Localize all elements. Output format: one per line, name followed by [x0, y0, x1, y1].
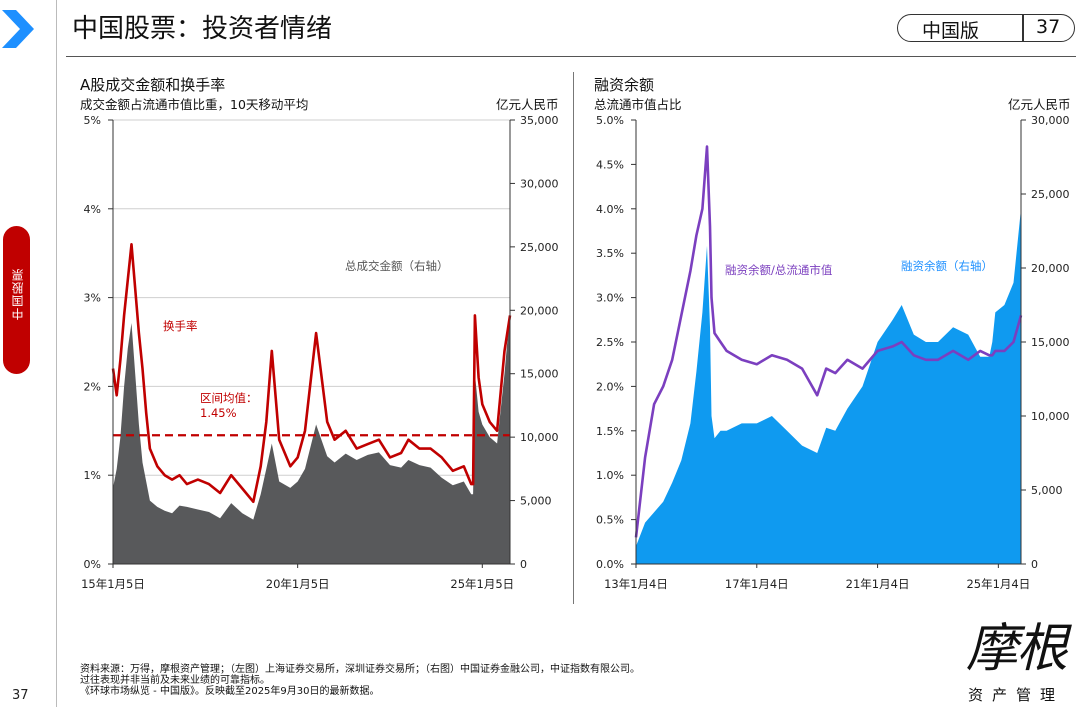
y-left-tick-label: 2.5%	[596, 336, 624, 349]
y-left-tick-label: 2.0%	[596, 380, 624, 393]
y-right-tick-label: 30,000	[520, 177, 559, 190]
y-left-tick-label: 0.5%	[596, 514, 624, 527]
y-right-tick-label: 5,000	[1031, 484, 1063, 497]
x-tick-label: 20年1月5日	[266, 577, 330, 591]
margin-balance-area	[636, 208, 1021, 565]
edition-badge-divider	[1022, 14, 1024, 42]
total-turnover-legend-label: 总成交金额（右轴）	[345, 259, 449, 273]
x-tick-label: 25年1月5日	[450, 577, 514, 591]
y-right-tick-label: 10,000	[520, 431, 559, 444]
y-right-tick-label: 20,000	[520, 304, 559, 317]
y-left-tick-label: 1.5%	[596, 425, 624, 438]
y-right-tick-label: 20,000	[1031, 262, 1070, 275]
y-left-tick-label: 4%	[84, 203, 101, 216]
x-tick-label: 13年1月4日	[604, 577, 668, 591]
y-right-tick-label: 0	[520, 558, 527, 571]
chevron-right-icon	[2, 10, 34, 48]
edition-badge	[897, 14, 1075, 42]
average-value-label: 1.45%	[200, 406, 237, 420]
y-left-tick-label: 4.0%	[596, 203, 624, 216]
header-rule	[66, 56, 1076, 57]
x-tick-label: 25年1月4日	[966, 577, 1030, 591]
y-right-tick-label: 35,000	[520, 114, 559, 127]
y-right-tick-label: 10,000	[1031, 410, 1070, 423]
y-left-tick-label: 3%	[84, 292, 101, 305]
right-chart-right-unit: 亿元人民币	[1008, 97, 1071, 112]
x-tick-label: 17年1月4日	[725, 577, 789, 591]
margin-ratio-legend-label: 融资余额/总流通市值	[725, 263, 833, 277]
total-turnover-area	[113, 310, 510, 564]
source-note: 资料来源：万得，摩根资产管理；（左图）上海证券交易所，深圳证券交易所；（右图）中…	[80, 664, 640, 675]
average-label: 区间均值：	[200, 391, 258, 405]
y-left-tick-label: 3.0%	[596, 292, 624, 305]
y-left-tick-label: 1.0%	[596, 469, 624, 482]
y-left-tick-label: 5%	[84, 114, 101, 127]
data-date-note: 《环球市场纵览 - 中国版》。反映截至2025年9月30日的最新数据。	[80, 686, 380, 697]
turnover-chart: 0% 1% 2% 3% 4% 5% 0 5,000 10,000 15,000 20,000 25,0…	[81, 114, 559, 591]
page-title: 中国股票：投资者情绪	[72, 14, 333, 44]
section-tab[interactable]	[3, 226, 30, 374]
left-chart-right-unit: 亿元人民币	[496, 97, 559, 112]
x-tick-label: 21年1月4日	[846, 577, 910, 591]
y-left-tick-label: 5.0%	[596, 114, 624, 127]
y-right-tick-label: 25,000	[520, 241, 559, 254]
y-left-tick-label: 0.0%	[596, 558, 624, 571]
header-page-number: 37	[1036, 16, 1061, 38]
brand-logo: 摩根	[966, 619, 1068, 679]
y-left-tick-label: 2%	[84, 380, 101, 393]
turnover-rate-legend-label: 换手率	[163, 319, 198, 333]
y-left-tick-label: 1%	[84, 469, 101, 482]
page-number: 37	[12, 688, 29, 703]
x-tick-label: 15年1月5日	[81, 577, 145, 591]
disclaimer-note: 过往表现并非当前及未来业绩的可靠指标。	[80, 675, 270, 686]
chart-divider	[573, 72, 574, 604]
left-chart-subtitle: 成交金额占流通市值比重，10天移动平均	[80, 97, 309, 112]
edition-label: 中国版	[922, 20, 980, 42]
left-margin-rule	[56, 0, 57, 707]
y-left-tick-label: 3.5%	[596, 247, 624, 260]
y-left-tick-label: 4.5%	[596, 158, 624, 171]
y-right-tick-label: 15,000	[1031, 336, 1070, 349]
y-right-tick-label: 15,000	[520, 368, 559, 381]
right-chart-title: 融资余额	[594, 76, 655, 94]
y-right-tick-label: 25,000	[1031, 188, 1070, 201]
y-right-tick-label: 30,000	[1031, 114, 1070, 127]
left-chart-title: A股成交金额和换手率	[80, 76, 226, 94]
margin-financing-chart: 0.0% 0.5% 1.0% 1.5% 2.0% 2.5% 3.0% 3.5% 4.0% 4.5%…	[596, 114, 1070, 591]
section-tab-label: 中国股票	[11, 268, 25, 320]
y-right-tick-label: 5,000	[520, 495, 552, 508]
brand-logo-subtitle: 资产管理	[968, 686, 1065, 704]
right-chart-subtitle: 总流通市值占比	[594, 97, 682, 112]
margin-balance-legend-label: 融资余额（右轴）	[901, 259, 993, 273]
turnover-rate-line	[111, 243, 512, 504]
y-right-tick-label: 0	[1031, 558, 1038, 571]
y-left-tick-label: 0%	[84, 558, 101, 571]
margin-ratio-line	[634, 145, 1023, 538]
